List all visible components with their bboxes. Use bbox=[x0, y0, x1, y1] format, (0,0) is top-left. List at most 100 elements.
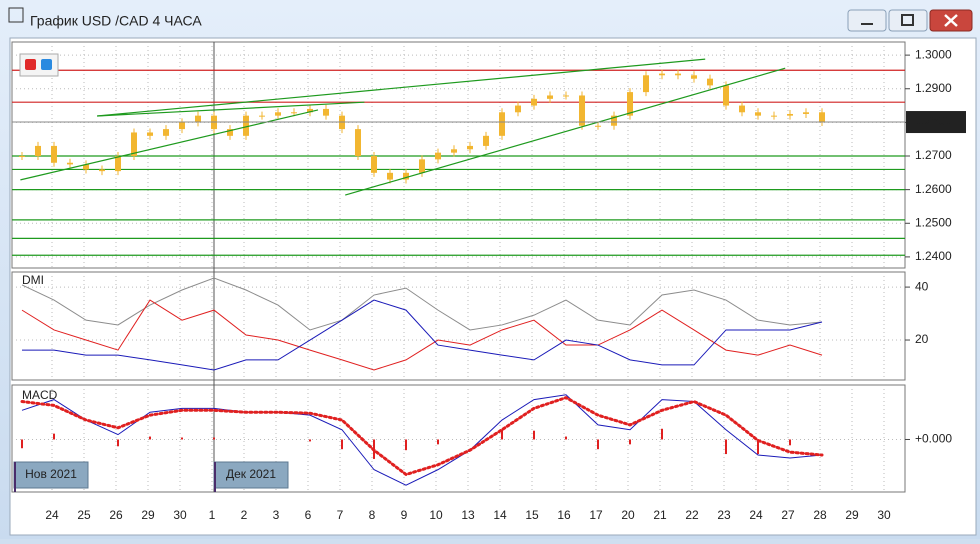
month-label: Нов 2021 bbox=[25, 467, 77, 481]
app-icon bbox=[8, 7, 24, 23]
x-tick-label: 17 bbox=[589, 508, 603, 522]
candle bbox=[563, 95, 569, 97]
candle bbox=[291, 112, 297, 114]
candle bbox=[499, 112, 505, 136]
candle bbox=[467, 145, 473, 150]
candle bbox=[547, 95, 553, 99]
macd-line bbox=[21, 394, 823, 486]
x-tick-label: 22 bbox=[685, 508, 699, 522]
candle bbox=[147, 132, 153, 136]
candle bbox=[275, 112, 281, 116]
window-title: График USD /CAD 4 ЧАСА bbox=[30, 13, 202, 29]
x-tick-label: 10 bbox=[429, 508, 443, 522]
candle bbox=[771, 115, 777, 117]
y-tick-label: 40 bbox=[915, 279, 929, 293]
candle bbox=[483, 135, 489, 146]
maximize-icon bbox=[901, 14, 914, 26]
candle bbox=[675, 73, 681, 76]
dmi-line bbox=[21, 277, 823, 331]
candle bbox=[659, 73, 665, 76]
candle bbox=[403, 172, 409, 180]
month-box bbox=[13, 461, 89, 489]
candle bbox=[227, 129, 233, 136]
x-tick-label: 24 bbox=[749, 508, 763, 522]
candle bbox=[595, 125, 601, 127]
candle bbox=[723, 85, 729, 106]
candle bbox=[371, 156, 377, 173]
y-tick-label: 1.2500 bbox=[915, 215, 952, 229]
candle bbox=[195, 115, 201, 123]
month-box bbox=[213, 461, 289, 489]
candle bbox=[755, 112, 761, 116]
y-tick-label: +0.000 bbox=[915, 432, 952, 446]
candle bbox=[243, 115, 249, 136]
x-tick-label: 21 bbox=[653, 508, 667, 522]
x-tick-label: 9 bbox=[401, 508, 408, 522]
x-tick-label: 8 bbox=[369, 508, 376, 522]
x-tick-label: 29 bbox=[845, 508, 859, 522]
last-price-box bbox=[906, 111, 966, 134]
month-label: Дек 2021 bbox=[226, 467, 276, 481]
candle bbox=[707, 78, 713, 86]
candle bbox=[579, 95, 585, 126]
candle bbox=[451, 149, 457, 153]
candle bbox=[819, 112, 825, 123]
candle bbox=[515, 105, 521, 113]
signal-line bbox=[20, 396, 824, 477]
x-tick-label: 15 bbox=[525, 508, 539, 522]
x-tick-label: 26 bbox=[109, 508, 123, 522]
x-tick-label: 20 bbox=[621, 508, 635, 522]
x-tick-label: 30 bbox=[173, 508, 187, 522]
candle bbox=[163, 129, 169, 136]
candle bbox=[51, 145, 57, 163]
last-price-label: 1.2801 bbox=[915, 114, 952, 128]
candle bbox=[691, 75, 697, 79]
x-tick-label: 13 bbox=[461, 508, 475, 522]
panel bbox=[11, 41, 906, 269]
x-tick-label: 27 bbox=[781, 508, 795, 522]
candle bbox=[131, 132, 137, 157]
candle bbox=[643, 75, 649, 93]
panel bbox=[11, 384, 906, 493]
trendline bbox=[97, 58, 706, 117]
panel bbox=[11, 271, 906, 381]
candle bbox=[99, 169, 105, 172]
x-tick-label: 2 bbox=[241, 508, 248, 522]
x-tick-label: 14 bbox=[493, 508, 507, 522]
candle bbox=[739, 105, 745, 113]
y-tick-label: 1.2700 bbox=[915, 148, 952, 162]
legend-blue bbox=[41, 59, 52, 70]
panel-label: DMI bbox=[22, 273, 44, 287]
candle bbox=[323, 108, 329, 116]
candle bbox=[259, 115, 265, 117]
candle bbox=[419, 159, 425, 173]
x-tick-label: 23 bbox=[717, 508, 731, 522]
candle bbox=[787, 113, 793, 116]
close-icon bbox=[944, 14, 958, 27]
x-tick-label: 6 bbox=[305, 508, 312, 522]
y-tick-label: 20 bbox=[915, 332, 929, 346]
y-tick-label: 1.2400 bbox=[915, 249, 952, 263]
y-tick-label: 1.2600 bbox=[915, 182, 952, 196]
candle bbox=[307, 108, 313, 113]
candle bbox=[83, 164, 89, 170]
candle bbox=[115, 156, 121, 172]
maximize-button[interactable] bbox=[888, 9, 928, 32]
candle bbox=[435, 152, 441, 160]
x-tick-label: 25 bbox=[77, 508, 91, 522]
candle bbox=[179, 122, 185, 130]
x-tick-label: 3 bbox=[273, 508, 280, 522]
dmi-line bbox=[21, 299, 823, 371]
candle bbox=[803, 112, 809, 114]
x-tick-label: 28 bbox=[813, 508, 827, 522]
candle bbox=[67, 162, 73, 165]
minimize-button[interactable] bbox=[847, 9, 887, 32]
x-tick-label: 24 bbox=[45, 508, 59, 522]
dmi-line bbox=[22, 299, 823, 371]
candle bbox=[627, 92, 633, 116]
x-tick-label: 30 bbox=[877, 508, 891, 522]
candle bbox=[35, 145, 41, 157]
x-tick-label: 7 bbox=[337, 508, 344, 522]
x-tick-label: 16 bbox=[557, 508, 571, 522]
